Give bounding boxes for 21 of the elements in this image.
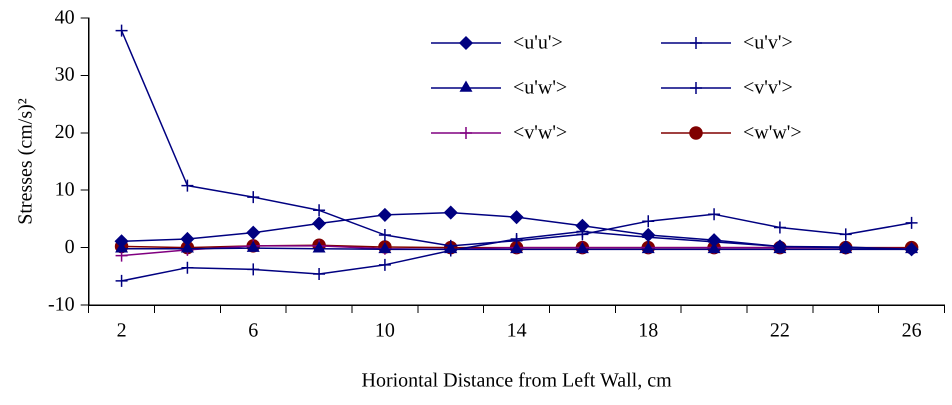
y-tick-label: 40 bbox=[54, 6, 75, 28]
x-tick-label: 10 bbox=[374, 319, 395, 342]
legend-label: <u'v'> bbox=[742, 31, 793, 54]
y-tick-label: 30 bbox=[54, 64, 75, 86]
legend-label: <u'u'> bbox=[512, 31, 563, 54]
x-tick-label: 2 bbox=[116, 319, 127, 342]
legend-label: <v'v'> bbox=[742, 76, 793, 98]
y-tick-label: 10 bbox=[54, 178, 75, 200]
y-tick-label: 20 bbox=[54, 121, 75, 144]
legend-label: <u'w'> bbox=[512, 76, 568, 98]
legend-label: <w'w'> bbox=[742, 121, 802, 144]
y-tick-label: -10 bbox=[48, 293, 75, 316]
x-tick-label: 6 bbox=[248, 319, 258, 342]
x-tick-label: 18 bbox=[638, 319, 658, 342]
x-tick-label: 14 bbox=[506, 319, 527, 342]
x-tick-label: 26 bbox=[902, 319, 922, 342]
legend-label: <v'w'> bbox=[512, 121, 568, 144]
x-axis-title: Horiontal Distance from Left Wall, cm bbox=[362, 369, 672, 392]
y-tick-label: 0 bbox=[64, 236, 75, 258]
x-tick-label: 22 bbox=[770, 319, 790, 342]
y-axis-title: Stresses (cm/s)² bbox=[14, 98, 36, 225]
